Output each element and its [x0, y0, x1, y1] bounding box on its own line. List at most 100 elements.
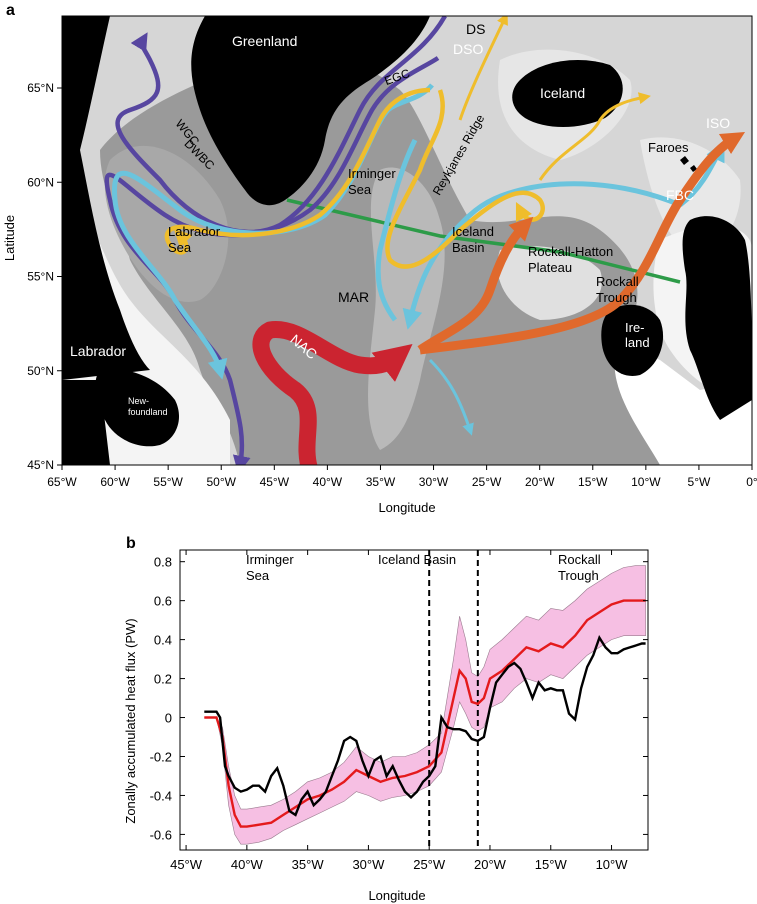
x-tick-label: 45°W — [170, 857, 203, 872]
label-iso: ISO — [706, 115, 730, 131]
region-label-line: Irminger — [246, 552, 294, 567]
label-dso: DSO — [453, 41, 483, 57]
y-tick-label: -0.2 — [150, 749, 172, 764]
rockall-hatton-line1: Rockall-Hatton — [528, 244, 613, 259]
britain-land — [682, 216, 752, 420]
current-yellow-reykjanes — [385, 89, 545, 269]
region-label-line: Rockall — [558, 552, 601, 567]
map-lon-ticks: 65°W 60°W 55°W 50°W 45°W 40°W 35°W 30°W 25°W 20°W… — [47, 465, 757, 489]
map-lon-tick-label: 5°W — [688, 475, 711, 489]
map-lon-tick-label: 40°W — [313, 475, 343, 489]
x-tick-label: 40°W — [231, 857, 264, 872]
map-lon-tick-label: 15°W — [578, 475, 608, 489]
current-blue-south — [428, 358, 474, 436]
map-lat-tick-label: 65°N — [27, 81, 54, 95]
label-faroes: Faroes — [648, 140, 689, 155]
uncertainty-band — [204, 565, 646, 845]
ireland-land — [601, 304, 664, 376]
map-lon-tick-label: 0° — [746, 475, 757, 489]
chart-ylabel: Zonally accumulated heat flux (PW) — [123, 618, 138, 823]
ocean-deep-labrador — [104, 145, 229, 302]
map-lon-tick-label: 60°W — [100, 475, 130, 489]
irminger-line1: Irminger — [348, 166, 396, 181]
panel-a-map: a — [2, 2, 757, 515]
label-rockall-trough: Rockall Trough — [596, 274, 639, 305]
map-body: Greenland Iceland Labrador New-foundland… — [62, 16, 752, 465]
map-xlabel: Longitude — [378, 500, 435, 515]
map-lon-tick-label: 10°W — [631, 475, 661, 489]
current-yellow-ds — [458, 16, 508, 121]
labrador-sea-line1: Labrador — [168, 224, 221, 239]
labrador-sea-line2: Sea — [168, 240, 192, 255]
current-blue-mar — [375, 138, 418, 322]
faroes-land — [680, 156, 697, 172]
iceland-basin-line1: Iceland — [452, 224, 494, 239]
x-tick-label: 25°W — [413, 857, 446, 872]
map-lat-ticks: 45°N 50°N 55°N 60°N 65°N — [27, 81, 62, 472]
label-labrador-sea: Labrador Sea — [168, 224, 221, 255]
newfoundland-line2: foundland — [128, 407, 168, 417]
label-fbc: FBC — [666, 187, 694, 203]
label-iceland-basin: Iceland Basin — [452, 224, 494, 255]
y-tick-label: 0.8 — [154, 555, 172, 570]
x-tick-label: 10°W — [596, 857, 629, 872]
label-rockall-hatton: Rockall-Hatton Plateau — [528, 244, 613, 275]
chart-frame — [179, 549, 649, 851]
map-ylabel: Latitude — [2, 215, 17, 261]
current-nac — [252, 321, 413, 465]
label-ds: DS — [466, 21, 485, 37]
current-blue-iceland-basin — [402, 181, 681, 330]
series-line-red — [204, 599, 646, 828]
label-labrador: Labrador — [70, 343, 126, 359]
map-frame — [61, 15, 753, 466]
map-lon-tick-label: 25°W — [472, 475, 502, 489]
chart-plot-area: 45°W 40°W 35°W 30°W 25°W 20°W 15°W 10°W -0.6 -0.4… — [150, 549, 649, 872]
region-label: Rockall Trough — [558, 552, 601, 583]
label-irminger-sea: Irminger Sea — [348, 166, 396, 197]
map-lat-tick-label: 45°N — [27, 458, 54, 472]
x-tick-label: 20°W — [474, 857, 507, 872]
region-label-line: Iceland Basin — [378, 552, 456, 567]
y-tick-label: -0.4 — [150, 788, 172, 803]
label-ireland: Ire-land — [625, 320, 650, 350]
labrador-land — [62, 16, 150, 380]
ireland-line2: land — [625, 335, 650, 350]
map-lat-tick-label: 55°N — [27, 270, 54, 284]
x-tick-label: 35°W — [292, 857, 325, 872]
map-lat-tick-label: 50°N — [27, 364, 54, 378]
map-lon-tick-label: 20°W — [525, 475, 555, 489]
current-wgc-egc — [115, 16, 447, 235]
panel-b-label: b — [126, 535, 136, 552]
ireland-line1: Ire- — [625, 320, 645, 335]
label-mar: MAR — [338, 289, 369, 305]
series-line-black — [204, 634, 646, 817]
y-tick-label: 0 — [165, 711, 172, 726]
irminger-line2: Sea — [348, 182, 372, 197]
label-greenland: Greenland — [232, 33, 297, 49]
newfoundland-line1: New- — [128, 396, 149, 406]
y-tick-label: 0.4 — [154, 633, 172, 648]
chart-xlabel: Longitude — [368, 888, 425, 903]
region-label: Irminger Sea — [246, 552, 294, 583]
cape-farewell-line2: Farewell — [242, 162, 291, 177]
x-tick-label: 30°W — [352, 857, 385, 872]
label-newfoundland: New-foundland — [128, 396, 168, 417]
current-orange-iceland — [417, 216, 534, 354]
x-tick-label: 15°W — [535, 857, 568, 872]
rockall-trough-line1: Rockall — [596, 274, 639, 289]
cape-farewell-line1: Cape — [242, 146, 273, 161]
greenland-land — [191, 16, 430, 206]
region-label: Iceland Basin — [378, 552, 456, 567]
panel-a-label: a — [6, 2, 15, 19]
iceland-land — [512, 60, 623, 127]
label-iceland: Iceland — [540, 85, 585, 101]
map-lon-tick-label: 55°W — [153, 475, 183, 489]
panel-b-chart: b 45°W 40°W 35°W 30°W 25°W 20°W 15°W 10°W -0.6 -0… — [123, 535, 649, 903]
map-lon-tick-label: 30°W — [419, 475, 449, 489]
map-lat-tick-label: 60°N — [27, 175, 54, 189]
region-label-line: Sea — [246, 568, 270, 583]
map-lon-tick-label: 45°W — [260, 475, 290, 489]
current-yellow-faroes — [538, 92, 651, 181]
rockall-hatton-line2: Plateau — [528, 260, 572, 275]
